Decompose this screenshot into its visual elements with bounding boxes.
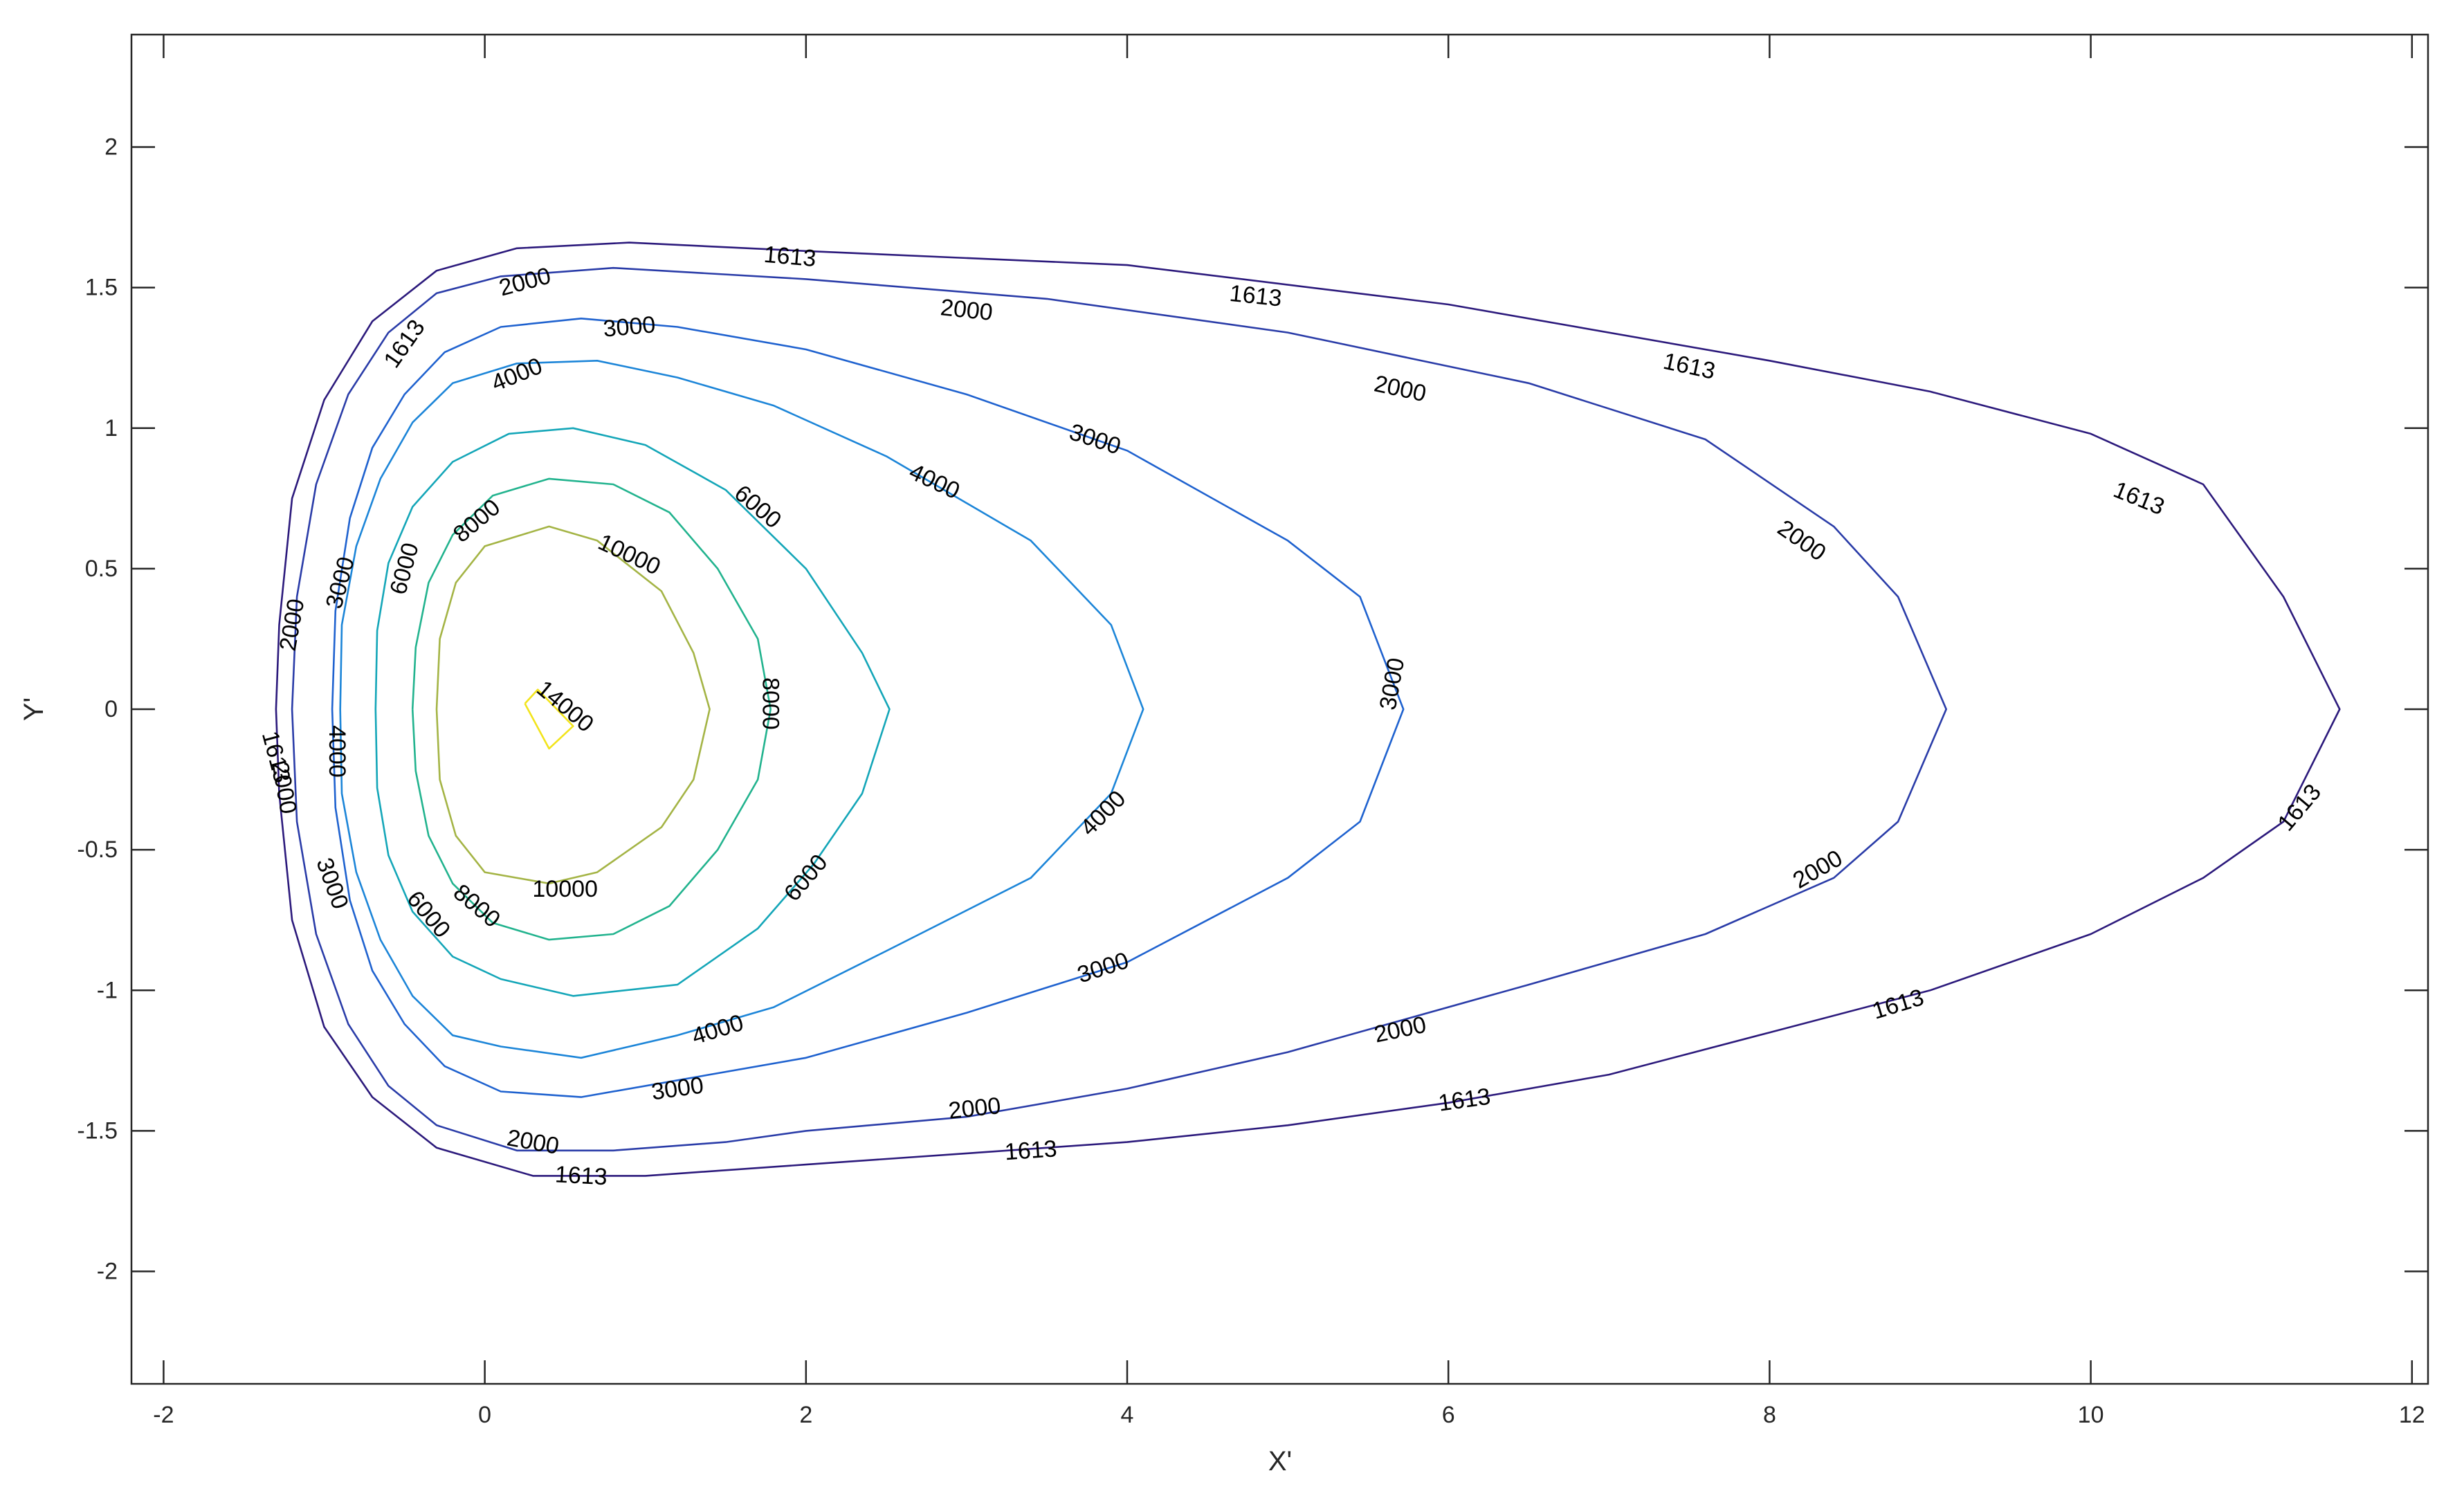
x-tick-label: 10 (2078, 1402, 2104, 1428)
contour-line-2000 (291, 266, 1947, 1152)
contour-line-8000 (411, 477, 772, 941)
y-tick-label: 0 (104, 696, 118, 722)
y-tick-label: 1.5 (85, 275, 118, 301)
contour-line-6000 (374, 427, 891, 997)
plot-background (131, 35, 2428, 1384)
y-axis-label: Y' (19, 697, 49, 721)
y-tick-label: -1 (97, 977, 118, 1003)
contour-line-1613 (275, 241, 2341, 1177)
contour-line-3000 (331, 318, 1405, 1098)
contour-label-2000: 2000 (939, 294, 994, 326)
y-tick-label: -1.5 (77, 1117, 118, 1144)
contour-label-1613: 1613 (1004, 1135, 1058, 1165)
contour-label-3000: 3000 (602, 311, 657, 342)
x-tick-label: 12 (2399, 1402, 2425, 1428)
contour-line-10000 (435, 525, 711, 885)
x-axis-ticks: -2 0 2 4 6 8 10 12 (153, 35, 2425, 1428)
y-tick-label: 2 (104, 134, 118, 161)
y-tick-label: -0.5 (77, 837, 118, 863)
x-tick-label: 6 (1442, 1402, 1455, 1428)
contour-lines (275, 241, 2341, 1177)
contour-label-1613: 1613 (1228, 280, 1283, 312)
y-tick-label: -2 (97, 1259, 118, 1285)
x-tick-label: 0 (478, 1402, 491, 1428)
x-tick-label: -2 (153, 1402, 174, 1428)
contour-label-10000: 10000 (532, 876, 598, 902)
y-tick-label: 0.5 (85, 556, 118, 582)
contour-label-1613: 1613 (763, 241, 817, 272)
contour-line-14000 (524, 688, 574, 750)
contour-label-2000: 2000 (947, 1093, 1002, 1124)
contour-line-4000 (339, 360, 1144, 1059)
x-tick-label: 4 (1121, 1402, 1134, 1428)
contour-label-4000: 4000 (324, 725, 350, 778)
x-axis-label: X' (1268, 1446, 1292, 1477)
y-axis-ticks: -2 -1.5 -1 -0.5 0 0.5 1 1.5 2 (77, 134, 2428, 1285)
x-tick-label: 2 (799, 1402, 812, 1428)
y-tick-label: 1 (104, 415, 118, 441)
contour-label-1613: 1613 (554, 1161, 608, 1190)
x-tick-label: 8 (1763, 1402, 1776, 1428)
contour-label-8000: 8000 (758, 677, 784, 730)
